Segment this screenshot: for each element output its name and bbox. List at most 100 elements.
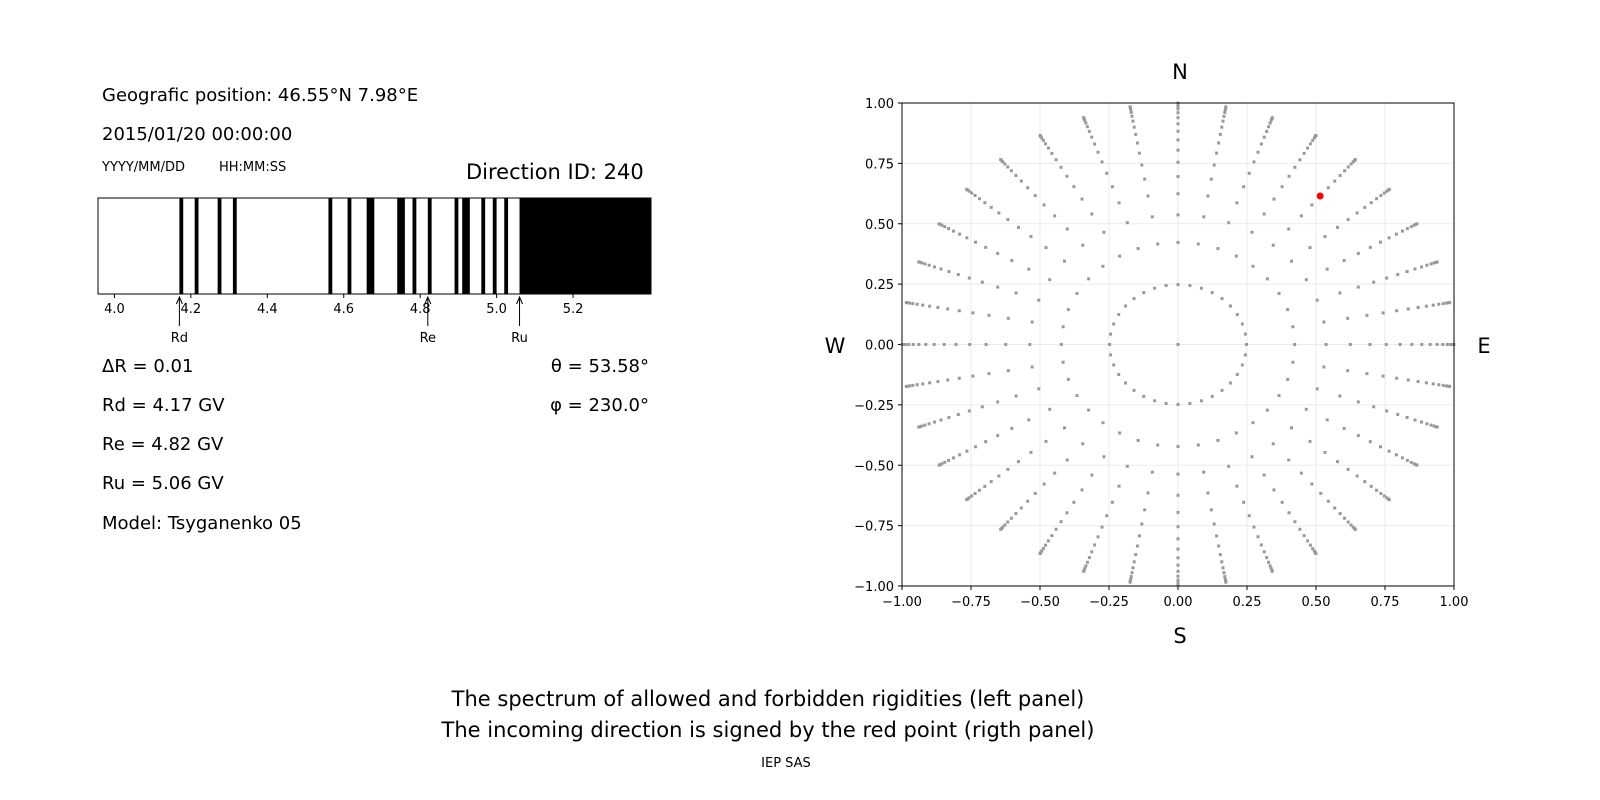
grid-point bbox=[1053, 214, 1057, 218]
grid-point bbox=[1199, 286, 1203, 290]
grid-point bbox=[1308, 246, 1312, 250]
grid-point bbox=[1247, 171, 1251, 175]
grid-point bbox=[936, 380, 940, 384]
grid-point bbox=[1353, 158, 1357, 162]
grid-point bbox=[1046, 539, 1050, 543]
grid-point bbox=[1325, 418, 1329, 422]
grid-point bbox=[1216, 247, 1220, 251]
grid-point bbox=[1286, 377, 1290, 381]
grid-point bbox=[1176, 111, 1180, 115]
grid-point bbox=[1037, 298, 1041, 302]
grid-point bbox=[1234, 254, 1238, 258]
grid-point bbox=[1014, 394, 1018, 398]
grid-point bbox=[1387, 498, 1391, 502]
grid-point bbox=[1093, 543, 1097, 547]
grid-point bbox=[1176, 537, 1180, 541]
grid-point bbox=[1243, 353, 1247, 357]
grid-point bbox=[1150, 470, 1154, 474]
grid-point bbox=[1222, 114, 1226, 118]
x-tick-label: 0.50 bbox=[1302, 595, 1331, 610]
grid-point bbox=[970, 494, 974, 498]
grid-point bbox=[1096, 535, 1100, 539]
grid-point bbox=[1270, 116, 1274, 120]
grid-point bbox=[1100, 160, 1104, 164]
compass-south: S bbox=[1173, 624, 1186, 648]
grid-point bbox=[1156, 242, 1160, 246]
grid-point bbox=[971, 374, 975, 378]
grid-point bbox=[1176, 116, 1180, 120]
grid-point bbox=[1333, 506, 1337, 510]
grid-point bbox=[1287, 458, 1291, 462]
grid-point bbox=[1250, 455, 1254, 459]
phi-value: φ = 230.0° bbox=[550, 395, 649, 416]
grid-point bbox=[1009, 169, 1013, 173]
grid-point bbox=[1090, 135, 1094, 139]
grid-point bbox=[1087, 408, 1091, 412]
grid-point bbox=[1176, 581, 1180, 585]
grid-point bbox=[1003, 162, 1007, 166]
grid-point bbox=[1176, 122, 1180, 126]
grid-point bbox=[1348, 343, 1352, 346]
grid-point bbox=[1356, 285, 1360, 289]
grid-point bbox=[1146, 491, 1150, 495]
grid-point bbox=[1046, 146, 1050, 150]
grid-point bbox=[1081, 442, 1085, 446]
grid-point bbox=[923, 423, 927, 427]
grid-point bbox=[1265, 556, 1269, 560]
forbidden-band bbox=[217, 198, 222, 294]
y-tick-label: −0.50 bbox=[854, 459, 894, 474]
marker-label-re: Re bbox=[420, 331, 436, 346]
forbidden-band bbox=[462, 198, 470, 294]
grid-point bbox=[1324, 343, 1328, 346]
grid-point bbox=[1343, 169, 1347, 173]
y-tick-label: −0.25 bbox=[854, 399, 894, 414]
grid-point bbox=[1299, 471, 1303, 475]
grid-point bbox=[1369, 201, 1373, 205]
grid-point bbox=[1140, 163, 1144, 167]
grid-point bbox=[1382, 191, 1386, 195]
grid-point bbox=[973, 445, 977, 449]
grid-point bbox=[1188, 284, 1192, 288]
forbidden-band bbox=[492, 198, 497, 294]
grid-point bbox=[983, 201, 987, 205]
grid-point bbox=[942, 343, 946, 346]
grid-point bbox=[952, 229, 956, 233]
grid-point bbox=[937, 222, 941, 226]
grid-point bbox=[1082, 569, 1086, 573]
grid-point bbox=[1006, 218, 1010, 222]
grid-point bbox=[1385, 409, 1389, 413]
grid-point bbox=[1365, 372, 1369, 376]
grid-point bbox=[1271, 442, 1275, 446]
grid-point bbox=[1176, 283, 1180, 287]
grid-point bbox=[1134, 132, 1138, 136]
grid-point bbox=[1325, 267, 1329, 271]
grid-point bbox=[1188, 401, 1192, 405]
grid-point bbox=[1252, 525, 1256, 529]
delta-r: ΔR = 0.01 bbox=[102, 356, 194, 377]
grid-point bbox=[1363, 205, 1367, 209]
grid-point bbox=[983, 484, 987, 488]
arrow-head-icon bbox=[175, 295, 183, 305]
grid-point bbox=[1409, 225, 1413, 229]
grid-point bbox=[1003, 523, 1007, 527]
grid-point bbox=[1072, 185, 1076, 189]
grid-point bbox=[967, 496, 971, 500]
grid-point bbox=[1375, 197, 1379, 201]
grid-point bbox=[1277, 291, 1281, 295]
grid-point bbox=[1199, 399, 1203, 403]
grid-point bbox=[1405, 227, 1409, 231]
forbidden-band bbox=[328, 198, 333, 294]
grid-point bbox=[1080, 197, 1084, 201]
grid-point bbox=[1033, 491, 1037, 495]
grid-point bbox=[1346, 520, 1350, 524]
grid-point bbox=[1009, 516, 1013, 520]
y-tick-label: 0.75 bbox=[865, 157, 894, 172]
grid-point bbox=[1449, 343, 1453, 346]
credit: IEP SAS bbox=[761, 756, 811, 771]
grid-point bbox=[915, 383, 919, 387]
grid-point bbox=[1323, 450, 1327, 454]
grid-point bbox=[1444, 301, 1448, 305]
grid-point bbox=[1224, 580, 1228, 584]
grid-point bbox=[1379, 240, 1383, 244]
